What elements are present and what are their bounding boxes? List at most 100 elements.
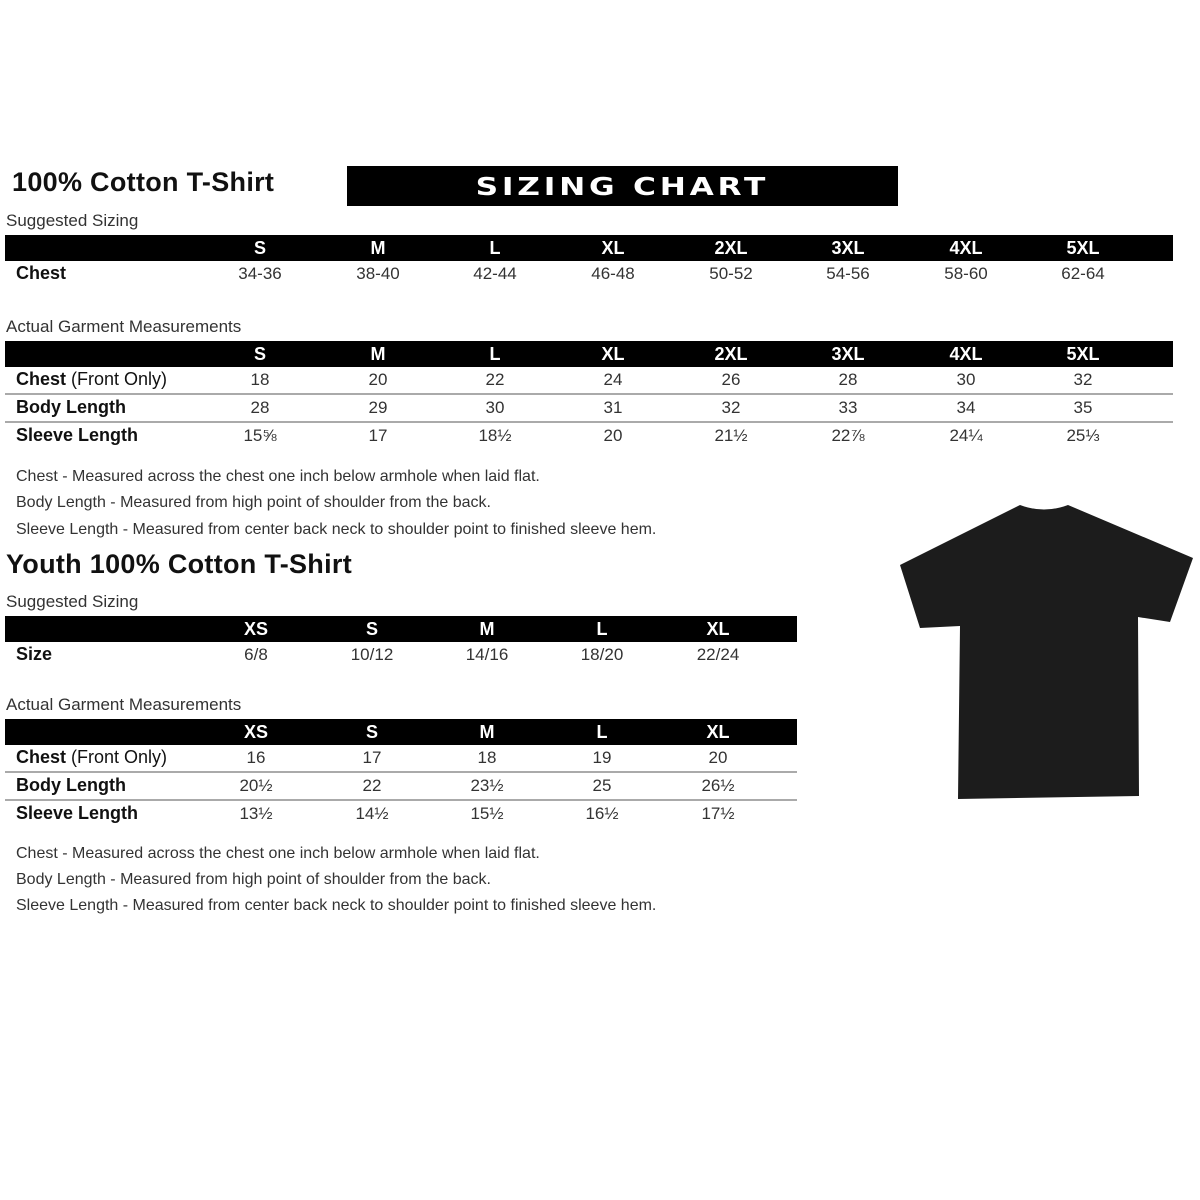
table-cell: 50-52	[709, 264, 753, 283]
size-header-row: XS S M L XL	[5, 616, 797, 642]
table-cell: 24¼	[949, 426, 983, 445]
table-cell: 15⅝	[243, 426, 277, 445]
row-label-text: Sleeve Length	[16, 425, 139, 445]
size-header-l: L	[489, 344, 501, 364]
banner-text: SIZING CHART	[475, 171, 770, 201]
table-cell: 18½	[478, 426, 512, 445]
row-label: Chest	[16, 263, 66, 284]
size-header-l: L	[489, 238, 501, 258]
table-cell: 20½	[239, 776, 273, 795]
size-header-s: S	[365, 722, 379, 742]
size-header-3xl: 3XL	[831, 238, 865, 258]
table-cell: 32	[1073, 370, 1093, 389]
table-cell: 31	[603, 398, 623, 417]
table-cell: 34	[956, 398, 976, 417]
adult-note-sleeve: Sleeve Length - Measured from center bac…	[16, 521, 657, 538]
size-header-5xl: 5XL	[1066, 238, 1100, 258]
row-label: Body Length	[16, 775, 126, 796]
youth-note-chest: Chest - Measured across the chest one in…	[16, 845, 540, 862]
table-cell: 18	[250, 370, 270, 389]
row-label-text: Body Length	[16, 397, 126, 417]
table-cell: 30	[956, 370, 976, 389]
table-row: Size 6/8 10/12 14/16 18/20 22/24	[5, 642, 797, 668]
size-header-m: M	[479, 722, 495, 742]
table-cell: 22	[362, 776, 382, 795]
row-label: Chest (Front Only)	[16, 747, 167, 768]
table-cell: 28	[838, 370, 858, 389]
row-label: Size	[16, 644, 52, 665]
table-cell: 16	[246, 748, 266, 767]
table-row: Sleeve Length 13½ 14½ 15½ 16½ 17½	[5, 801, 797, 827]
sizing-chart-banner: SIZING CHART	[347, 166, 898, 206]
table-cell: 21½	[714, 426, 748, 445]
row-label-text: Chest	[16, 369, 67, 389]
size-header-l: L	[596, 722, 608, 742]
table-cell: 10/12	[350, 645, 394, 664]
table-cell: 22⅞	[831, 426, 865, 445]
size-header-s: S	[253, 238, 267, 258]
table-cell: 22	[485, 370, 505, 389]
table-cell: 35	[1073, 398, 1093, 417]
size-header-xl: XL	[706, 619, 730, 639]
table-row: Chest (Front Only) 16 17 18 19 20	[5, 745, 797, 773]
row-label: Sleeve Length	[16, 425, 138, 446]
table-cell: 19	[592, 748, 612, 767]
table-cell: 22/24	[696, 645, 740, 664]
size-header-xs: XS	[243, 722, 269, 742]
size-header-s: S	[253, 344, 267, 364]
size-header-xs: XS	[243, 619, 269, 639]
size-header-row: S M L XL 2XL 3XL 4XL 5XL	[5, 341, 1173, 367]
table-cell: 17	[368, 426, 388, 445]
table-cell: 20	[708, 748, 728, 767]
table-cell: 14/16	[465, 645, 509, 664]
table-cell: 17½	[701, 804, 735, 823]
size-header-m: M	[370, 238, 386, 258]
row-label: Chest (Front Only)	[16, 369, 167, 390]
size-header-2xl: 2XL	[714, 238, 748, 258]
table-cell: 38-40	[356, 264, 400, 283]
size-header-xl: XL	[601, 344, 625, 364]
table-cell: 14½	[355, 804, 389, 823]
size-header-5xl: 5XL	[1066, 344, 1100, 364]
table-cell: 28	[250, 398, 270, 417]
size-header-xl: XL	[706, 722, 730, 742]
table-cell: 15½	[470, 804, 504, 823]
row-label-text: Sleeve Length	[16, 803, 139, 823]
tshirt-shape	[900, 505, 1193, 799]
row-label: Body Length	[16, 397, 126, 418]
table-cell: 13½	[239, 804, 273, 823]
table-cell: 54-56	[826, 264, 870, 283]
table-cell: 16½	[585, 804, 619, 823]
table-cell: 42-44	[473, 264, 517, 283]
table-cell: 26½	[701, 776, 735, 795]
table-cell: 62-64	[1061, 264, 1105, 283]
youth-note-sleeve: Sleeve Length - Measured from center bac…	[16, 897, 657, 914]
size-header-m: M	[370, 344, 386, 364]
adult-suggested-label: Suggested Sizing	[6, 211, 139, 230]
size-header-3xl: 3XL	[831, 344, 865, 364]
row-label-text: Chest	[16, 747, 67, 767]
youth-title: Youth 100% Cotton T-Shirt	[6, 549, 352, 579]
size-header-2xl: 2XL	[714, 344, 748, 364]
adult-note-chest: Chest - Measured across the chest one in…	[16, 468, 540, 485]
table-cell: 18/20	[580, 645, 624, 664]
table-cell: 24	[603, 370, 623, 389]
table-row: Sleeve Length 15⅝ 17 18½ 20 21½ 22⅞ 24¼ 25⅓	[5, 423, 1173, 449]
size-header-4xl: 4XL	[949, 344, 983, 364]
size-header-m: M	[479, 619, 495, 639]
row-label-text: Chest	[16, 263, 67, 283]
size-header-l: L	[596, 619, 608, 639]
table-cell: 30	[485, 398, 505, 417]
table-cell: 20	[603, 426, 623, 445]
table-cell: 25	[592, 776, 612, 795]
table-cell: 46-48	[591, 264, 635, 283]
table-cell: 23½	[470, 776, 504, 795]
adult-title: 100% Cotton T-Shirt	[12, 167, 275, 197]
table-row: Body Length 20½ 22 23½ 25 26½	[5, 773, 797, 801]
table-cell: 34-36	[238, 264, 282, 283]
table-row: Body Length 28 29 30 31 32 33 34 35	[5, 395, 1173, 423]
youth-suggested-label: Suggested Sizing	[6, 592, 139, 611]
table-cell: 18	[477, 748, 497, 767]
youth-actual-label: Actual Garment Measurements	[6, 695, 242, 714]
